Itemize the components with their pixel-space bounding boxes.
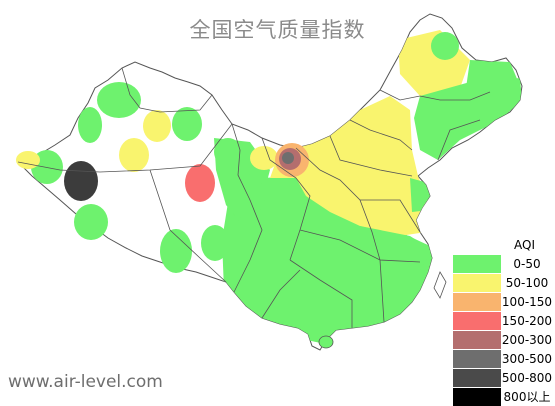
station-blob — [250, 146, 278, 170]
legend-label: 100-150 — [501, 294, 553, 309]
station-blob — [119, 138, 149, 172]
station-blob — [172, 107, 202, 141]
legend-row: 0-50 — [453, 254, 553, 273]
legend-label: 500-800 — [501, 370, 553, 385]
legend-swatch — [453, 330, 501, 349]
legend-label: 150-200 — [501, 313, 553, 328]
legend-label: 0-50 — [513, 256, 541, 271]
legend-row: 100-150 — [453, 292, 553, 311]
site-watermark: www.air-level.com — [8, 372, 163, 392]
legend-title: AQI — [514, 238, 535, 252]
legend-swatch — [453, 387, 501, 406]
zone-shandong-good — [410, 178, 432, 212]
legend-row: 50-100 — [453, 273, 553, 292]
legend-label: 50-100 — [505, 275, 549, 290]
legend-swatch — [453, 311, 501, 330]
station-blob — [201, 225, 229, 261]
zone-inner-mongolia-good — [466, 60, 520, 92]
legend-row: 150-200 — [453, 311, 553, 330]
legend-rows: 0-50 50-100 100-150 150-200 200-300 300-500 50… — [453, 254, 553, 406]
station-blob — [143, 110, 171, 142]
map-title: 全国空气质量指数 — [189, 18, 366, 42]
aqi-legend: AQI 0-50 50-100 100-150 150-200 200-300 300-5… — [453, 237, 553, 406]
legend-row: 800以上 — [453, 387, 553, 406]
station-blob — [64, 161, 98, 201]
station-blob — [78, 107, 102, 143]
legend-swatch — [453, 254, 501, 273]
station-blob — [214, 138, 242, 166]
legend-swatch — [453, 273, 501, 292]
station-blob — [160, 229, 192, 273]
legend-row: 500-800 — [453, 368, 553, 387]
legend-label: 800以上 — [503, 390, 551, 404]
zone-yangtze-good — [300, 226, 432, 270]
legend-row: 200-300 — [453, 330, 553, 349]
legend-swatch — [453, 349, 501, 368]
legend-label: 200-300 — [501, 332, 553, 347]
legend-label: 300-500 — [501, 351, 553, 366]
hainan-island — [318, 335, 334, 349]
station-blob — [225, 174, 265, 218]
station-blob — [431, 32, 459, 60]
province-borders — [17, 67, 491, 328]
station-blob — [16, 151, 40, 169]
hotspot-inner — [282, 152, 294, 164]
station-blob — [74, 204, 108, 240]
taiwan-island — [433, 271, 447, 299]
legend-swatch — [453, 292, 501, 311]
legend-swatch — [453, 368, 501, 387]
legend-row: 300-500 — [453, 349, 553, 368]
station-blob — [185, 164, 215, 202]
zone-northeast-good — [414, 78, 522, 160]
station-blob — [97, 82, 141, 118]
zone-north-moderate — [270, 96, 428, 236]
